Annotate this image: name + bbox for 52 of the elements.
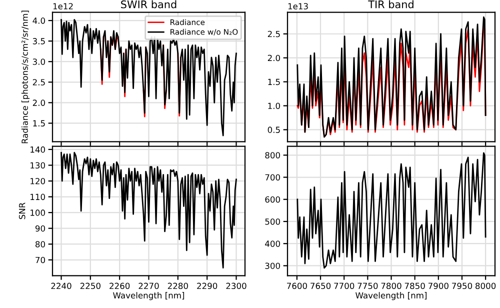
y-tick-label: 2.5 <box>32 79 45 86</box>
y-tick-label: 2.0 <box>268 54 280 62</box>
chart-title: TIR band <box>368 0 414 8</box>
y-tick-label: 2.5 <box>268 30 280 38</box>
y-tick-label: 1.0 <box>268 102 280 110</box>
y-tick-label: 70 <box>36 256 45 264</box>
x-tick-label: 2240 <box>51 282 72 290</box>
x-tick-label: 7650 <box>310 282 331 290</box>
y-tick-label: 500 <box>265 218 280 225</box>
x-tick-label: 2280 <box>168 282 188 290</box>
y-tick-label: 300 <box>265 262 280 269</box>
x-tick-label: 2290 <box>197 282 218 290</box>
y-tick-label: 0.5 <box>268 126 280 133</box>
y-tick-label: 130 <box>30 162 45 169</box>
y-tick-label: 4.0 <box>32 18 45 24</box>
x-tick-label: 7750 <box>358 282 378 290</box>
y-axis-title: Radiance [photons/s/cm²/sr/nm] <box>21 10 30 144</box>
x-tick-label: 7800 <box>381 282 402 290</box>
y-axis-title: SNR <box>18 202 26 220</box>
y-tick-label: 80 <box>36 241 45 248</box>
x-tick-label: 7900 <box>428 282 448 290</box>
x-tick-label: 7850 <box>404 282 425 290</box>
x-tick-label: 7700 <box>334 282 354 290</box>
x-tick-label: 2260 <box>110 282 130 290</box>
y-tick-label: 120 <box>30 178 45 184</box>
x-tick-label: 8000 <box>476 282 496 290</box>
y-tick-label: 400 <box>265 240 280 247</box>
y-tick-label: 1.5 <box>33 120 45 126</box>
x-tick-label: 2270 <box>138 282 159 290</box>
x-tick-label: 7950 <box>452 282 472 290</box>
x-tick-label: 2250 <box>80 282 100 290</box>
text: 1e13 <box>288 3 308 10</box>
x-axis-title: Wavelength [nm] <box>356 292 427 300</box>
y-tick-label: 800 <box>265 152 280 158</box>
y-tick-label: 100 <box>30 210 45 216</box>
line-series <box>60 19 237 136</box>
y-tick-label: 90 <box>35 225 45 232</box>
text: 1e12 <box>53 3 73 10</box>
chart-title: SWIR band <box>121 0 176 8</box>
x-tick-label: 2300 <box>226 282 246 290</box>
y-tick-label: 3.5 <box>32 38 45 44</box>
y-tick-label: 2.0 <box>32 100 45 106</box>
y-tick-label: 140 <box>30 146 45 153</box>
y-tick-label: 700 <box>265 174 280 181</box>
y-tick-label: 3.0 <box>32 58 45 65</box>
line-series <box>60 152 237 268</box>
x-tick-label: 7600 <box>287 282 307 290</box>
y-tick-label: 600 <box>265 196 280 203</box>
line-series <box>296 152 486 269</box>
x-axis-title: Wavelength [nm] <box>113 292 184 300</box>
y-tick-label: 1.5 <box>268 78 280 86</box>
y-tick-label: 110 <box>30 194 45 200</box>
